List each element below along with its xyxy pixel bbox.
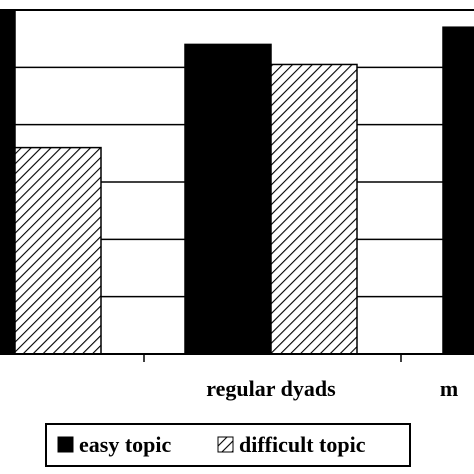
bar-difficult-topic: [14, 146, 102, 355]
legend-label-easy-topic: easy topic: [79, 432, 172, 457]
bar-difficult-topic: [270, 63, 358, 355]
legend-swatch-difficult-topic: [217, 436, 234, 453]
legend-label-difficult-topic: difficult topic: [239, 432, 366, 457]
bar-easy-topic: [0, 9, 16, 355]
bar-easy-topic: [184, 43, 272, 355]
bar-easy-topic: [442, 26, 474, 355]
x-ticks: [143, 354, 402, 362]
bars-group: [0, 9, 474, 355]
legend-swatch-easy-topic: [57, 436, 74, 453]
x-tick-label: regular dyads: [206, 376, 336, 401]
legend: easy topic difficult topic: [45, 423, 411, 467]
x-tick-label: m: [440, 376, 458, 401]
